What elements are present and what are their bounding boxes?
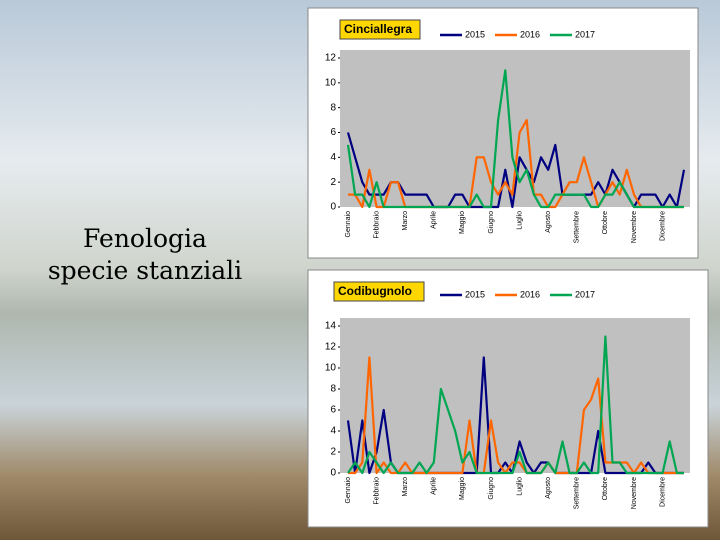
x-tick-label: Novembre — [631, 477, 638, 509]
x-tick-label: Giugno — [488, 477, 495, 500]
x-tick-label: Giugno — [488, 211, 495, 234]
x-tick-label: Maggio — [459, 211, 466, 234]
x-tick-label: Marzo — [402, 477, 409, 497]
y-tick-label: 0 — [330, 202, 336, 213]
legend-label: 2017 — [575, 289, 595, 299]
x-tick-label: Ottobre — [602, 211, 609, 234]
x-tick-label: Agosto — [545, 477, 552, 499]
chart-title: Codibugnolo — [338, 284, 412, 298]
x-tick-label: Aprile — [431, 477, 438, 495]
y-tick-label: 6 — [330, 127, 336, 138]
slide-title-line: specie stanziali — [48, 256, 242, 285]
x-tick-label: Dicembre — [659, 477, 666, 507]
slide-title: Fenologia specie stanziali — [48, 224, 242, 285]
x-tick-label: Gennaio — [345, 211, 352, 238]
chart: Codibugnolo 0 2 4 6 8 10 12 14 Gennaio Febbraio Mar… — [307, 269, 709, 528]
y-tick-label: 2 — [330, 177, 336, 188]
slide-title-line: Fenologia — [83, 224, 207, 253]
legend-label: 2015 — [465, 289, 485, 299]
x-tick-label: Dicembre — [659, 211, 666, 241]
y-tick-label: 12 — [325, 53, 337, 64]
x-tick-label: Ottobre — [602, 477, 609, 500]
plot-area — [340, 318, 690, 473]
legend-label: 2015 — [465, 29, 485, 39]
y-tick-label: 8 — [330, 102, 336, 113]
y-tick-label: 12 — [325, 342, 337, 353]
x-tick-label: Marzo — [402, 211, 409, 231]
x-tick-label: Gennaio — [345, 477, 352, 504]
chart: Cinciallegra 0 2 4 6 8 10 12 Gennaio Febbraio Marz… — [307, 7, 699, 259]
x-tick-label: Aprile — [431, 211, 438, 229]
y-tick-label: 6 — [330, 405, 336, 416]
series-line — [348, 119, 684, 209]
legend-label: 2016 — [520, 289, 540, 299]
x-tick-label: Maggio — [459, 477, 466, 500]
y-tick-label: 10 — [325, 363, 337, 374]
y-tick-label: 2 — [330, 447, 336, 458]
chart-title: Cinciallegra — [344, 22, 412, 36]
y-tick-label: 4 — [330, 426, 336, 437]
x-tick-label: Novembre — [631, 211, 638, 243]
x-tick-label: Settembre — [574, 211, 581, 243]
series-line — [347, 335, 684, 475]
legend-label: 2016 — [520, 29, 540, 39]
y-tick-label: 14 — [325, 321, 337, 332]
x-tick-label: Luglio — [516, 477, 523, 496]
legend-label: 2017 — [575, 29, 595, 39]
y-tick-label: 8 — [330, 384, 336, 395]
x-tick-label: Settembre — [574, 477, 581, 509]
title-box — [339, 19, 421, 40]
x-tick-label: Agosto — [545, 211, 552, 233]
title-box — [333, 281, 425, 302]
x-tick-label: Luglio — [516, 211, 523, 230]
x-tick-label: Febbraio — [373, 477, 380, 505]
y-tick-label: 0 — [330, 468, 336, 479]
y-tick-label: 10 — [325, 77, 337, 88]
series-line — [346, 69, 684, 209]
y-tick-label: 4 — [330, 152, 336, 163]
x-tick-label: Febbraio — [373, 211, 380, 239]
